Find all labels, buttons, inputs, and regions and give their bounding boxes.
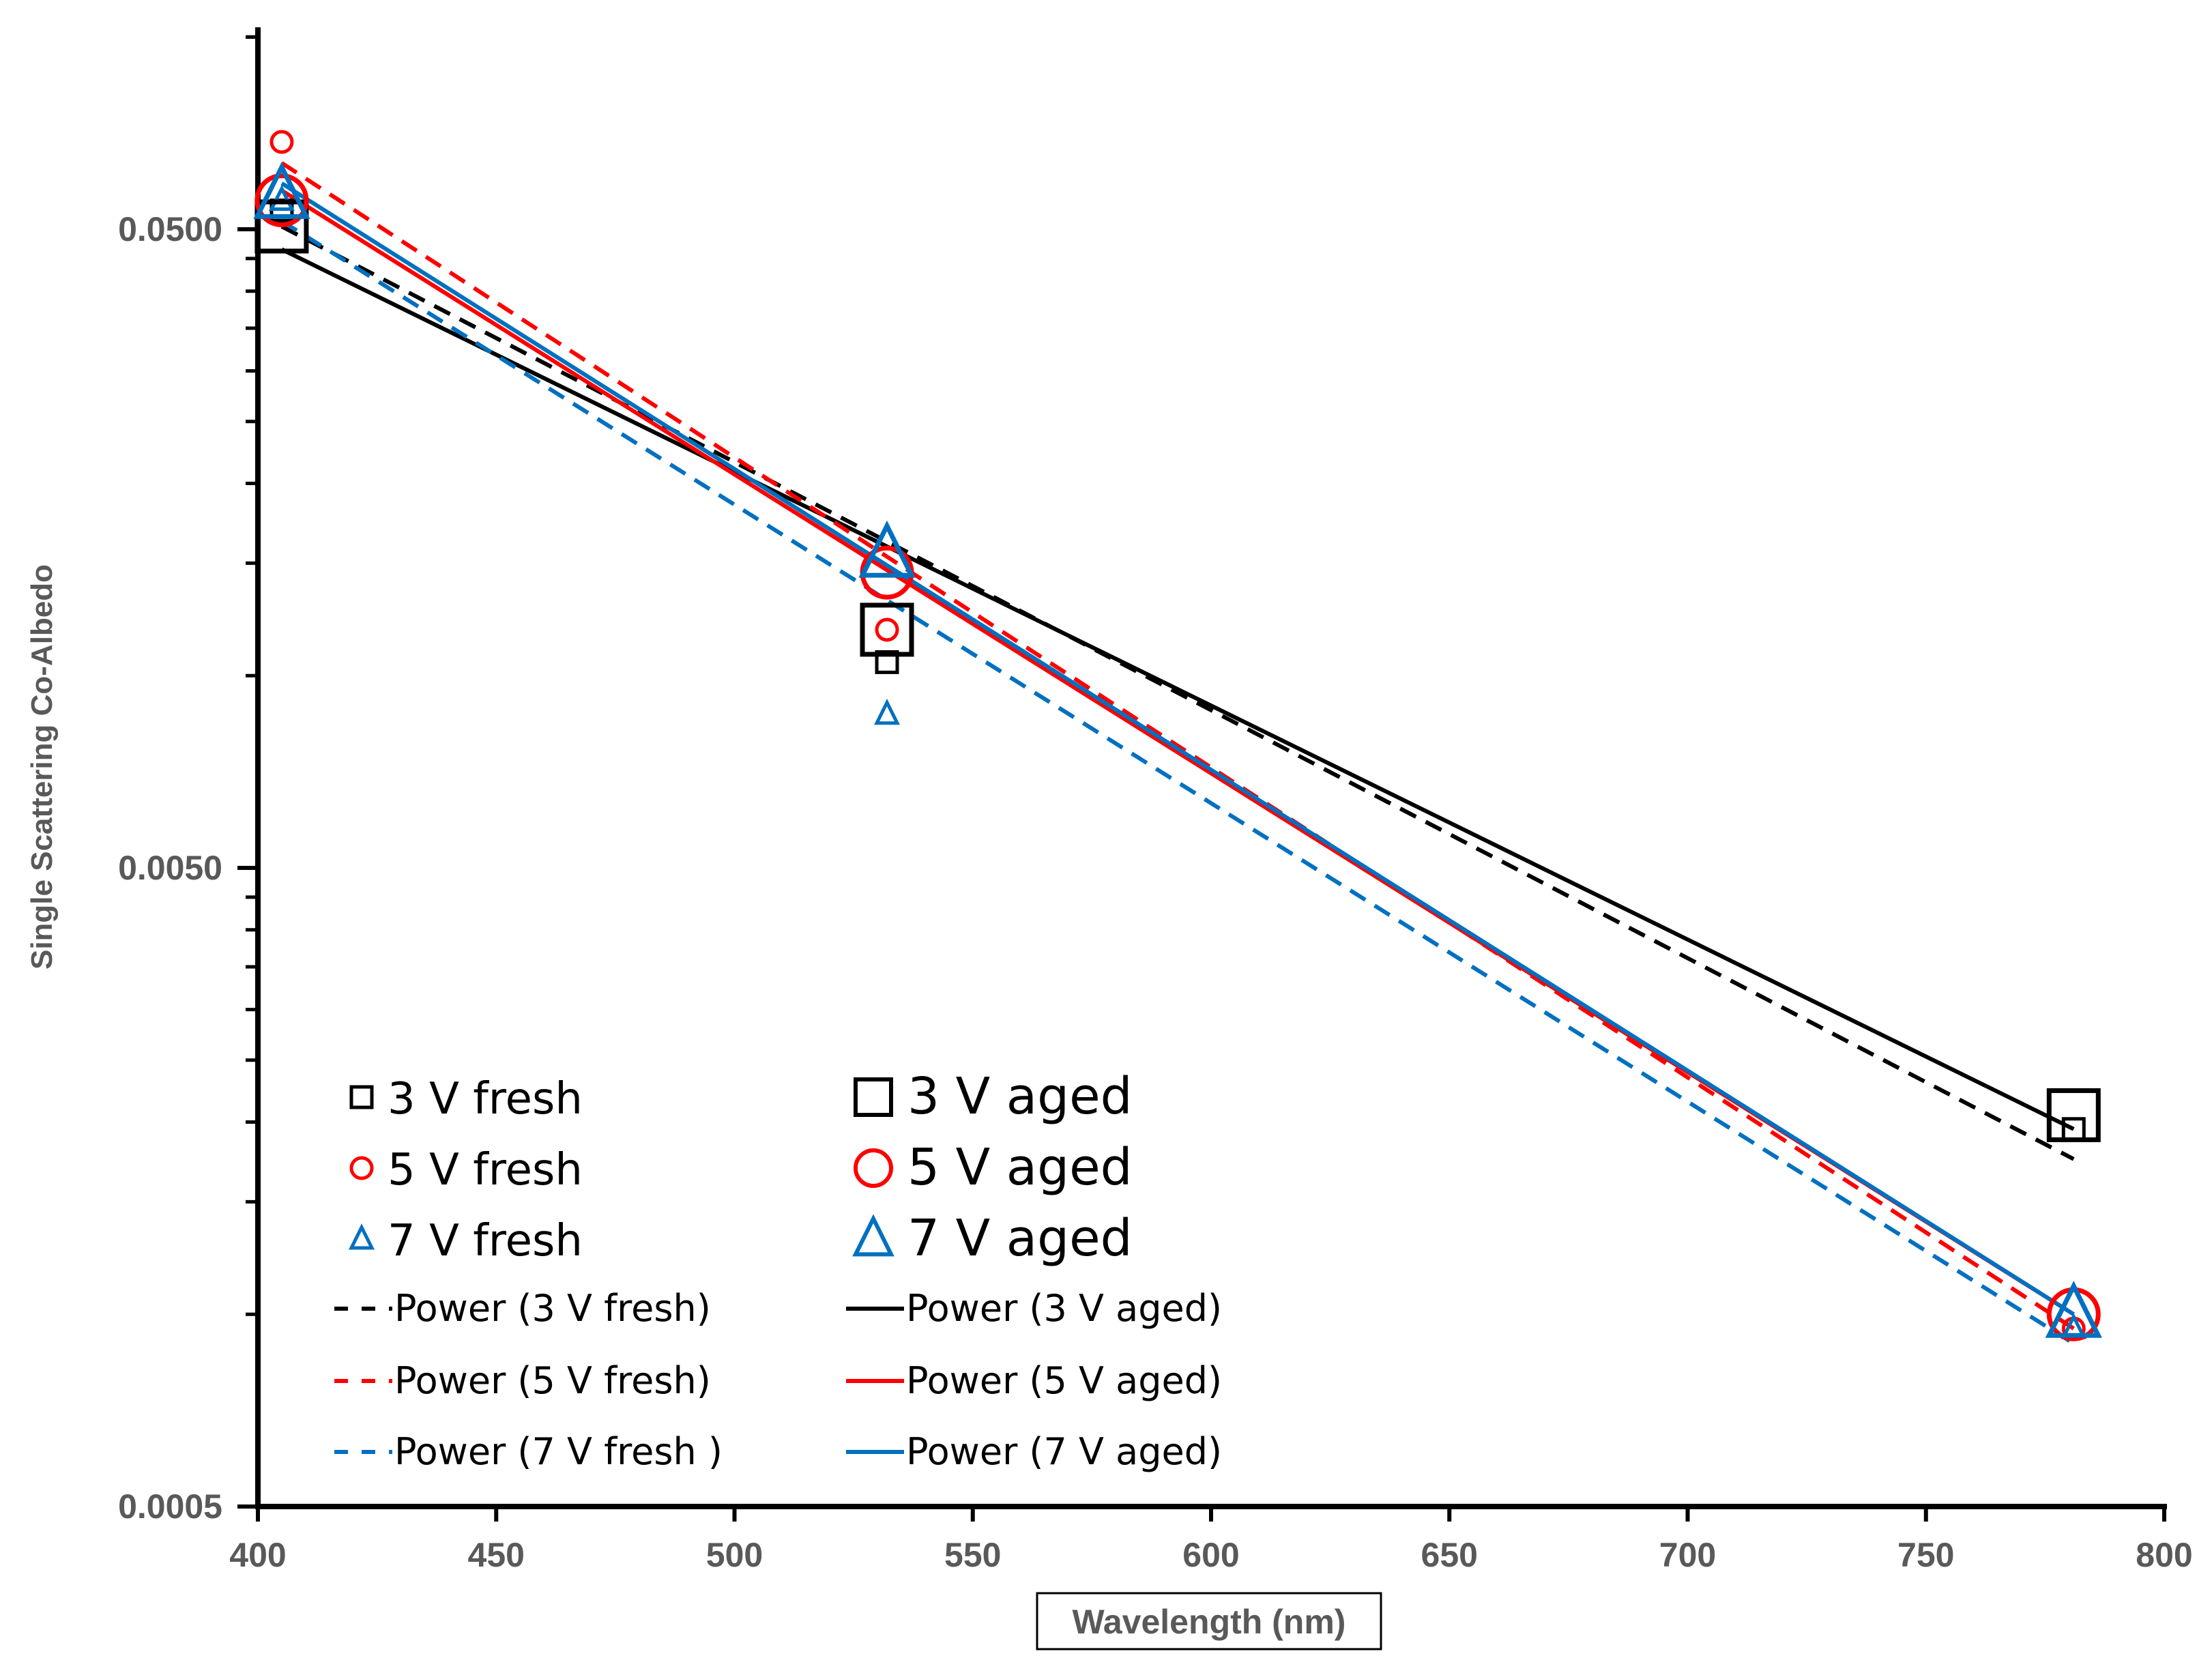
square-marker	[860, 602, 914, 657]
legend-label: Power (3 V aged)	[906, 1287, 1222, 1330]
triangle-marker	[852, 1214, 894, 1257]
markers	[253, 130, 2102, 1341]
circle-marker	[875, 617, 899, 642]
trendline	[280, 224, 2075, 1161]
legend-label: Power (7 V fresh )	[394, 1430, 723, 1473]
x-tick-label: 600	[1182, 1536, 1239, 1574]
trendline	[280, 219, 2075, 1346]
x-tick-label: 700	[1659, 1536, 1716, 1574]
legend-label: 3 V fresh	[388, 1074, 583, 1124]
triangle-marker	[253, 162, 310, 219]
circle-marker	[854, 1148, 893, 1188]
y-tick-label: 0.0050	[118, 849, 222, 887]
x-tick-label: 450	[468, 1536, 525, 1574]
y-tick-label: 0.0005	[118, 1487, 222, 1526]
x-tick-label: 800	[2136, 1536, 2192, 1574]
square-marker	[854, 1077, 893, 1117]
x-tick-label: 400	[229, 1536, 286, 1574]
legend-label: Power (7 V aged)	[906, 1430, 1222, 1473]
legend-label: 7 V fresh	[388, 1216, 583, 1266]
legend-label: Power (5 V fresh)	[394, 1359, 711, 1402]
y-tick-label: 0.0500	[118, 210, 222, 248]
legend-label: Power (3 V fresh)	[394, 1287, 711, 1330]
circle-marker	[270, 130, 294, 154]
y-ticks: 0.0005 0.0050 0.0500	[118, 210, 258, 1526]
triangle-marker	[2045, 1280, 2102, 1338]
x-tick-label: 500	[706, 1536, 763, 1574]
trendline	[280, 247, 2075, 1131]
x-tick-label: 650	[1421, 1536, 1478, 1574]
triangle-marker	[858, 520, 916, 578]
legend-label: Power (5 V aged)	[906, 1359, 1222, 1402]
circle-marker	[254, 173, 309, 228]
legend: 3 V fresh 3 V aged 5 V fresh 5 V aged 7 V fr…	[334, 1067, 1222, 1473]
trendline	[280, 181, 2075, 1316]
triangle-marker	[873, 698, 901, 725]
square-marker	[349, 1085, 374, 1109]
square-marker	[2046, 1088, 2101, 1142]
circle-marker	[349, 1156, 374, 1180]
triangle-marker	[348, 1223, 375, 1250]
y-axis-title: Single Scattering Co-Albedo	[25, 564, 59, 970]
legend-label: 7 V aged	[907, 1209, 1133, 1268]
legend-label: 5 V aged	[907, 1138, 1133, 1197]
x-ticks: 400 450 500 550 600 650 700 750 800	[229, 1507, 2193, 1574]
x-tick-label: 750	[1897, 1536, 1954, 1574]
square-marker	[254, 199, 309, 254]
x-axis-title: Wavelength (nm)	[1073, 1603, 1346, 1641]
legend-label: 3 V aged	[907, 1067, 1133, 1126]
x-axis-title-box	[1036, 1592, 1382, 1650]
x-tick-label: 550	[944, 1536, 1001, 1574]
trendlines	[280, 161, 2075, 1346]
trendline	[280, 161, 2075, 1330]
legend-label: 5 V fresh	[388, 1145, 583, 1195]
triangle-marker	[268, 184, 295, 212]
square-marker	[875, 650, 899, 674]
